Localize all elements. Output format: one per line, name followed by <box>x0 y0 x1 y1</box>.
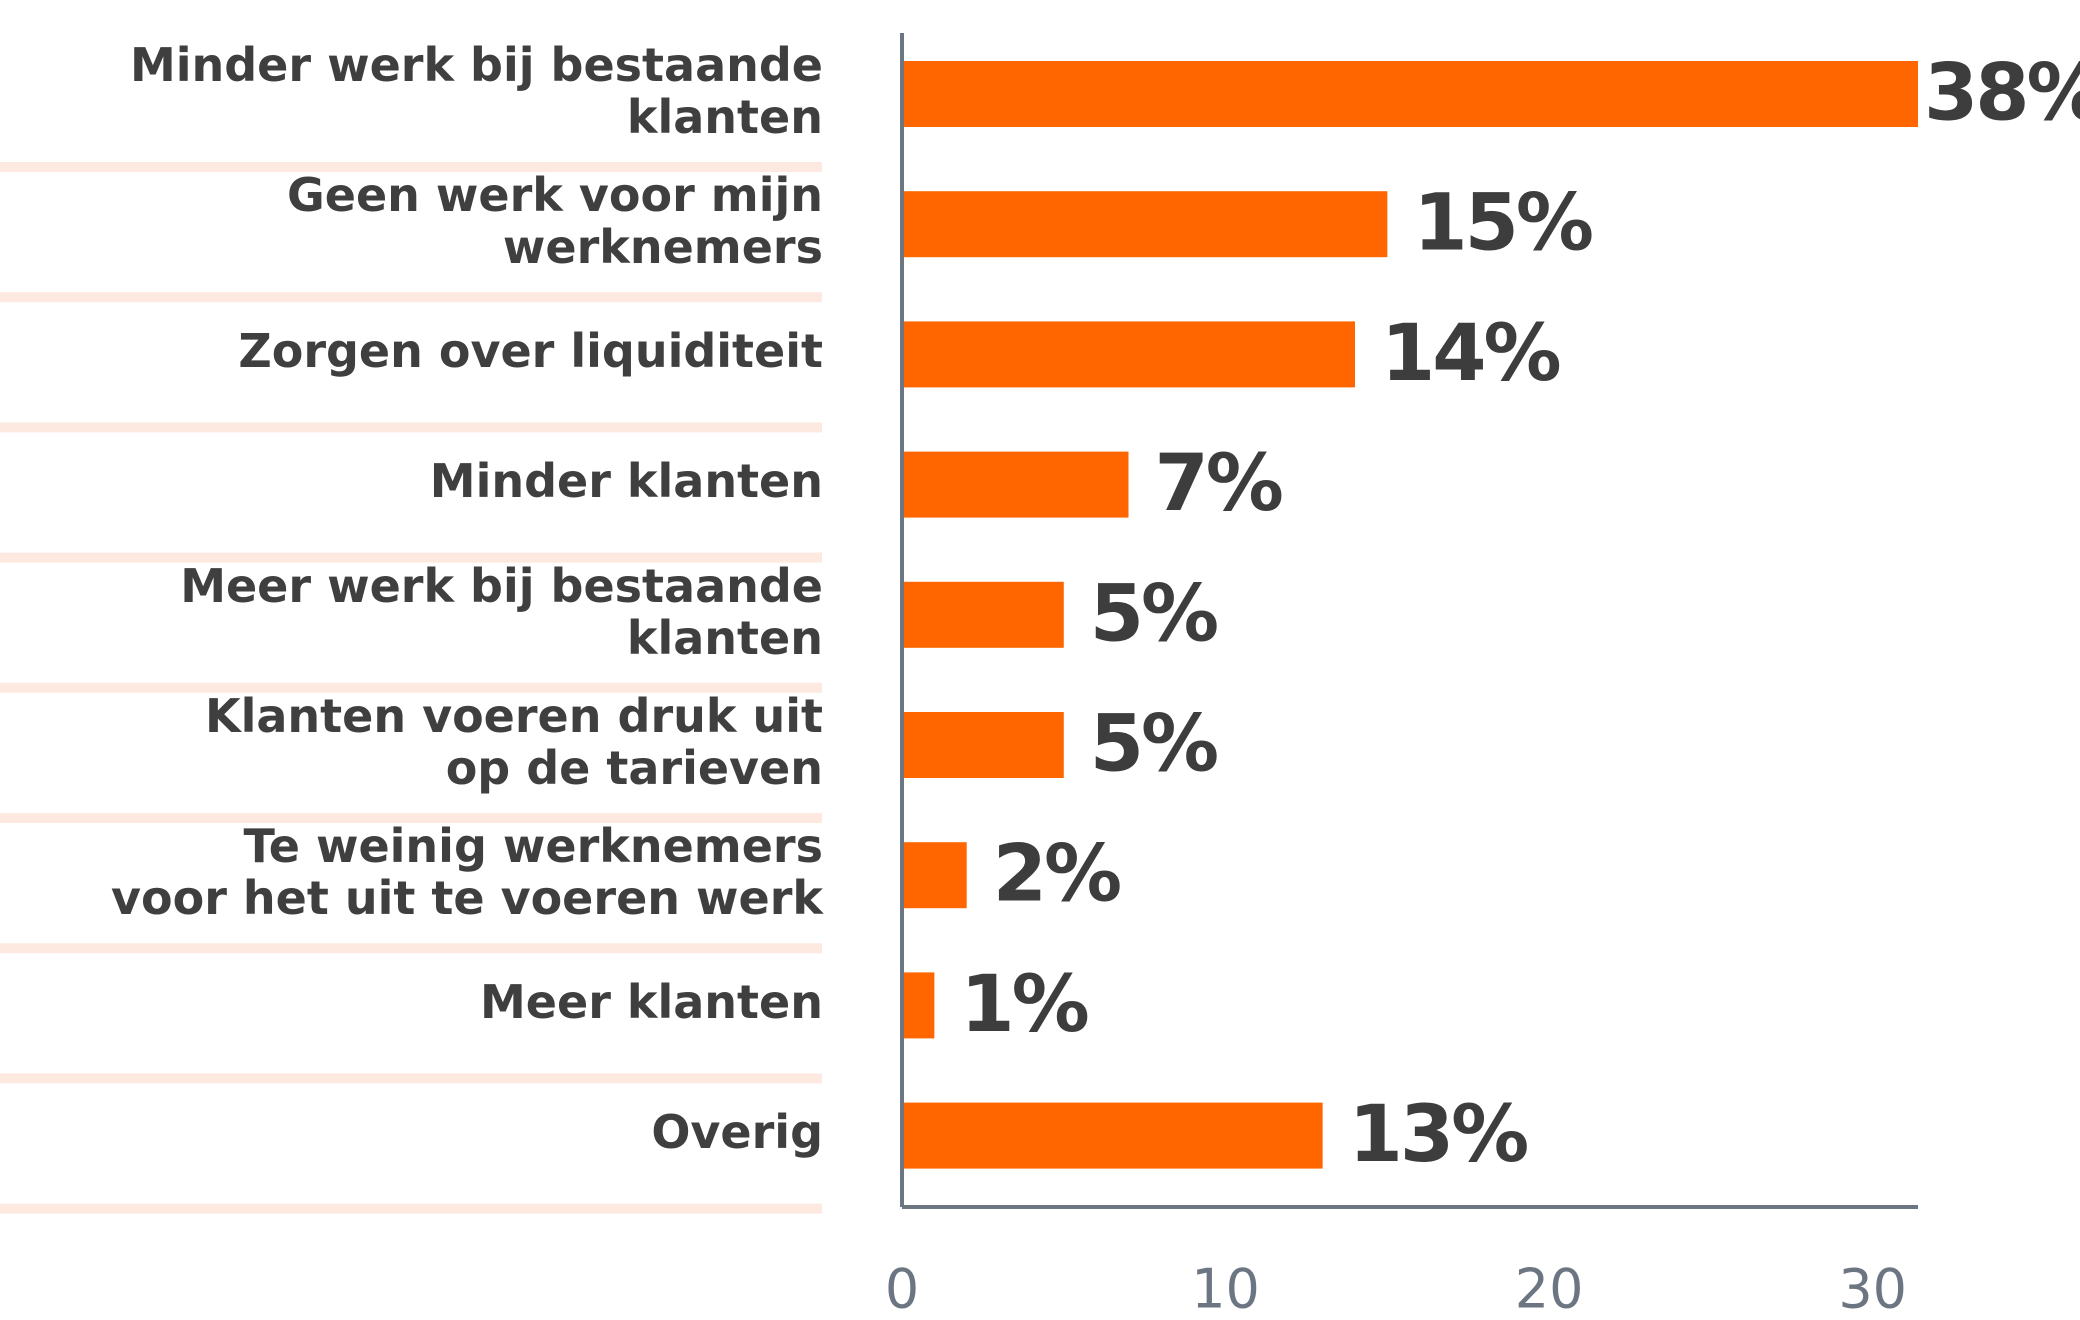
value-label: 1% <box>960 960 1087 1050</box>
bar <box>902 581 1064 648</box>
separator <box>0 1203 822 1214</box>
value-label: 38% <box>1924 48 2080 138</box>
separator <box>0 682 822 693</box>
category-label: Overig <box>651 1105 823 1159</box>
category-label: Minder klanten <box>430 454 823 508</box>
value-label: 15% <box>1413 179 1592 269</box>
separator <box>0 422 822 433</box>
x-tick-label: 20 <box>1515 1258 1584 1320</box>
value-label: 7% <box>1154 439 1281 529</box>
category-label: Meer klanten <box>480 975 823 1029</box>
separator <box>0 943 822 954</box>
x-tick-label: 0 <box>885 1258 919 1320</box>
bar <box>902 972 935 1039</box>
category-label: Te weinig werknemers voor het uit te voer… <box>111 819 824 925</box>
separator <box>0 552 822 563</box>
separator <box>0 292 822 303</box>
x-tick-label: 10 <box>1191 1258 1260 1320</box>
value-label: 5% <box>1090 699 1217 789</box>
value-label: 2% <box>993 830 1120 920</box>
value-label: 13% <box>1349 1090 1528 1180</box>
value-label: 5% <box>1090 569 1217 659</box>
bars <box>902 61 1918 1169</box>
x-tick-label: 30 <box>1838 1258 1907 1320</box>
category-label: Minder werk bij bestaande klanten <box>130 38 823 144</box>
category-label: Geen werk voor mijn werknemers <box>287 168 823 274</box>
bar <box>902 191 1388 258</box>
bar <box>902 842 967 909</box>
value-label: 14% <box>1381 309 1560 399</box>
bar <box>902 1102 1323 1169</box>
category-label: Klanten voeren druk uit op de tarieven <box>205 689 823 795</box>
bar <box>902 712 1064 778</box>
category-label: Zorgen over liquiditeit <box>238 324 823 378</box>
separator <box>0 813 822 823</box>
separator <box>0 1073 822 1084</box>
bar <box>902 451 1129 518</box>
bar <box>902 321 1355 388</box>
separator <box>0 162 822 172</box>
bar <box>902 61 1918 127</box>
category-label: Meer werk bij bestaande klanten <box>180 558 823 664</box>
